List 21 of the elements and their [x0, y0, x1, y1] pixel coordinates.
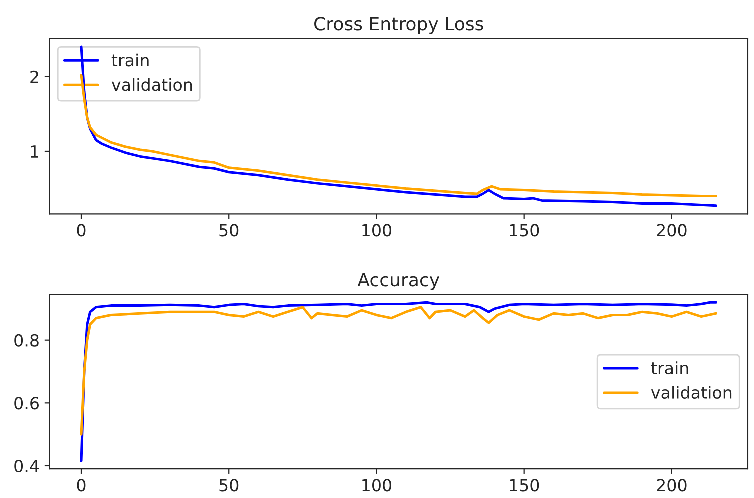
- x-tick-label: 100: [362, 479, 392, 492]
- chart-title: Cross Entropy Loss: [314, 17, 484, 34]
- y-tick-label: 0.8: [14, 334, 39, 347]
- x-tick-label: 150: [510, 479, 540, 492]
- chart-title: Accuracy: [358, 273, 440, 290]
- x-tick-label: 50: [220, 479, 239, 492]
- y-tick-label: 1: [31, 146, 39, 158]
- y-tick-label: 2: [30, 70, 38, 84]
- legend-label: train: [112, 54, 149, 67]
- legend-label: validation: [651, 386, 732, 400]
- x-tick-label: 50: [220, 224, 239, 237]
- x-tick-label: 200: [657, 224, 687, 237]
- x-tick-label: 150: [510, 224, 540, 237]
- y-tick-label: 0.4: [14, 460, 40, 473]
- legend-label: train: [651, 362, 688, 375]
- x-tick-label: 0: [77, 479, 86, 492]
- x-tick-label: 200: [657, 479, 687, 492]
- y-tick-label: 0.6: [14, 397, 39, 410]
- legend-label: validation: [112, 78, 192, 92]
- x-tick-label: 100: [362, 224, 392, 237]
- x-tick-label: 0: [77, 224, 86, 237]
